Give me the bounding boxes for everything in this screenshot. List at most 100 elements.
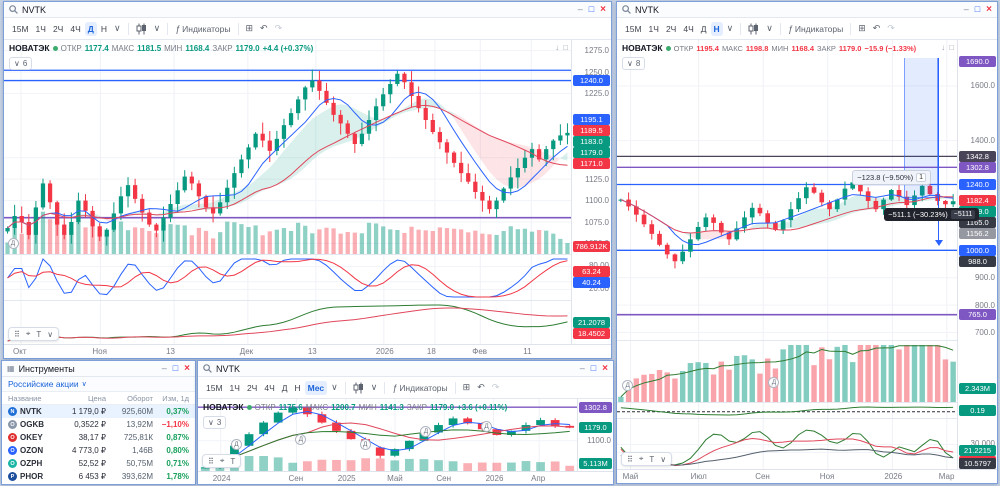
timeaxis-d[interactable]: 2024 Сен 2025 Май Сен 2026 Апр: [198, 471, 613, 484]
layout-grid-icon[interactable]: ⊞: [858, 23, 866, 33]
titlebar[interactable]: NVTK – □ ×: [4, 2, 611, 18]
text-tool-icon[interactable]: T: [230, 456, 236, 466]
chevron-down-icon[interactable]: ∨: [660, 454, 667, 464]
dividend-marker[interactable]: Д: [420, 425, 432, 437]
watchlist-row-NVTK[interactable]: N NVTK 1 179,0 ₽ 925,60М 0,37%: [2, 405, 195, 418]
drawing-toolbar[interactable]: ⠿ ⌖ T: [202, 454, 242, 468]
timeframe-button-Н[interactable]: Н: [294, 382, 301, 393]
watchlist-row-PHOR[interactable]: P PHOR 6 453 ₽ 393,62М 1,78%: [2, 470, 195, 483]
watchlist-row-OZON[interactable]: O OZON 4 773,0 ₽ 1,46В 0,80%: [2, 444, 195, 457]
axis-a[interactable]: 1275.01250.01225.01150.01125.01100.01075…: [571, 40, 611, 344]
pane-ma[interactable]: [4, 300, 571, 345]
dividend-marker[interactable]: Д: [7, 238, 19, 250]
drag-handle-icon[interactable]: ⠿: [208, 456, 214, 466]
indicators-button[interactable]: ƒ Индикаторы: [389, 382, 450, 394]
search-icon[interactable]: [622, 5, 631, 14]
column-header-1[interactable]: Цена: [87, 393, 106, 403]
close-icon[interactable]: ×: [602, 363, 608, 374]
instrument-name[interactable]: НОВАТЭК: [622, 43, 663, 53]
chart-type-chevron-icon[interactable]: ∨: [370, 382, 378, 392]
layout-grid-icon[interactable]: ⊞: [462, 382, 471, 392]
maximize-icon[interactable]: □: [172, 363, 179, 373]
chart-b[interactable]: НОВАТЭК ОТКР 1195.4 МАКС 1198.8 МИН 1168.4 ЗАКР…: [617, 40, 980, 470]
timeframe-button-1Ч[interactable]: 1Ч: [648, 23, 659, 34]
timeframe-button-2Ч[interactable]: 2Ч: [52, 23, 64, 34]
drawing-toolbar[interactable]: ⠿ ⌖ T ∨: [8, 327, 60, 341]
timeframe-button-1Ч[interactable]: 1Ч: [229, 382, 240, 393]
pane-osc[interactable]: [4, 254, 571, 301]
text-tool-icon[interactable]: T: [36, 329, 42, 339]
dividend-marker[interactable]: Д: [622, 379, 634, 391]
timeframe-button-Д[interactable]: Д: [84, 21, 97, 36]
dividend-marker[interactable]: Д: [230, 438, 242, 450]
dividend-marker[interactable]: Д: [481, 421, 493, 433]
timeframe-button-Д[interactable]: Д: [700, 23, 707, 34]
redo-icon[interactable]: ↷: [887, 23, 895, 33]
pane-vol-canvas[interactable]: [617, 341, 957, 403]
redo-icon[interactable]: ↷: [491, 382, 500, 392]
axis-d[interactable]: 1100.0 1302.8 1179.0 5.113M: [577, 399, 613, 471]
axis-b[interactable]: 1600.01400.0900.0800.0700.030.00020.0001…: [957, 40, 997, 469]
redo-icon[interactable]: ↷: [274, 23, 283, 33]
undo-icon[interactable]: ↶: [872, 23, 881, 33]
timeframe-button-Д[interactable]: Д: [281, 382, 288, 393]
chart-type-candles-icon[interactable]: [745, 22, 762, 36]
dividend-marker[interactable]: Д: [768, 377, 780, 389]
pane-price-canvas[interactable]: [4, 40, 571, 254]
chart-type-candles-icon[interactable]: [350, 381, 367, 395]
chart-a[interactable]: НОВАТЭК ОТКР 1177.4 МАКС 1181.5 МИН 1168.4 ЗАКР…: [4, 40, 571, 345]
timeframe-button-4Ч[interactable]: 4Ч: [264, 382, 275, 393]
watchlist-row-OZPH[interactable]: O OZPH 52,52 ₽ 50,75М 0,71%: [2, 457, 195, 470]
watchlist-section[interactable]: Российские акции ∨: [2, 377, 195, 392]
measure-tool-line[interactable]: [938, 58, 940, 241]
dividend-marker[interactable]: Д: [359, 438, 371, 450]
watchlist-row-OGKB[interactable]: O OGKB 0,3522 ₽ 13,92М −1,10%: [2, 418, 195, 431]
pane-price[interactable]: [4, 40, 571, 254]
pane-price[interactable]: [617, 40, 957, 340]
maximize-pane-icon[interactable]: □: [563, 43, 568, 52]
objects-badge[interactable]: ∨ 6: [9, 57, 33, 70]
chevron-down-icon[interactable]: ∨: [47, 329, 54, 339]
timeframe-button-15М[interactable]: 15М: [625, 23, 642, 34]
objects-badge[interactable]: ∨ 8: [622, 57, 646, 70]
undo-icon[interactable]: ↶: [477, 382, 485, 392]
timeframe-button-4Ч[interactable]: 4Ч: [70, 23, 81, 34]
close-icon[interactable]: ×: [184, 363, 190, 374]
pane-ma-canvas[interactable]: [4, 301, 571, 345]
crosshair-icon[interactable]: ⌖: [219, 456, 225, 465]
indicators-button[interactable]: ƒ Индикаторы: [172, 23, 233, 35]
timeframe-button-Н[interactable]: Н: [710, 21, 723, 36]
minimize-icon[interactable]: –: [161, 363, 167, 373]
titlebar[interactable]: NVTK – □ ×: [198, 361, 613, 377]
drawing-toolbar[interactable]: ⠿ ⌖ T ∨: [621, 452, 673, 466]
watchlist-row-OKEY[interactable]: O OKEY 38,17 ₽ 725,81К 0,87%: [2, 431, 195, 444]
chart-type-chevron-icon[interactable]: ∨: [153, 23, 161, 33]
pane-osc-canvas[interactable]: [4, 255, 571, 301]
column-header-2[interactable]: Оборот: [127, 393, 153, 403]
timeframe-button-2Ч[interactable]: 2Ч: [246, 382, 258, 393]
instrument-name[interactable]: НОВАТЭК: [9, 43, 50, 53]
pane-dash-canvas[interactable]: [617, 403, 957, 419]
pane-price-canvas[interactable]: [617, 40, 957, 340]
drag-handle-icon[interactable]: ⠿: [627, 454, 633, 464]
chart-type-chevron-icon[interactable]: ∨: [766, 23, 773, 33]
timeframe-button-1Ч[interactable]: 1Ч: [35, 23, 46, 34]
timeframe-button-Н[interactable]: Н: [100, 23, 107, 34]
minimize-icon[interactable]: –: [579, 363, 585, 373]
timeframe-menu-chevron-icon[interactable]: ∨: [726, 23, 734, 33]
maximize-icon[interactable]: □: [974, 4, 981, 14]
dividend-marker[interactable]: Д: [295, 434, 307, 446]
column-header-3[interactable]: Изм, 1д: [162, 393, 189, 403]
timeframe-button-4Ч[interactable]: 4Ч: [683, 23, 694, 34]
timeframe-button-2Ч[interactable]: 2Ч: [665, 23, 677, 34]
titlebar[interactable]: NVTK – □ ×: [617, 2, 997, 18]
titlebar[interactable]: ▦ Инструменты – □ ×: [2, 361, 195, 377]
minimize-icon[interactable]: –: [577, 4, 583, 14]
pane-lines[interactable]: [617, 418, 957, 470]
pane-vol[interactable]: [617, 340, 957, 403]
timeframe-button-15М[interactable]: 15М: [12, 23, 29, 34]
scroll-to-recent-icon[interactable]: ↓: [941, 43, 946, 52]
indicators-button[interactable]: ƒ Индикаторы: [785, 23, 846, 35]
pane-lines-canvas[interactable]: [617, 419, 957, 470]
minimize-icon[interactable]: –: [963, 4, 969, 14]
